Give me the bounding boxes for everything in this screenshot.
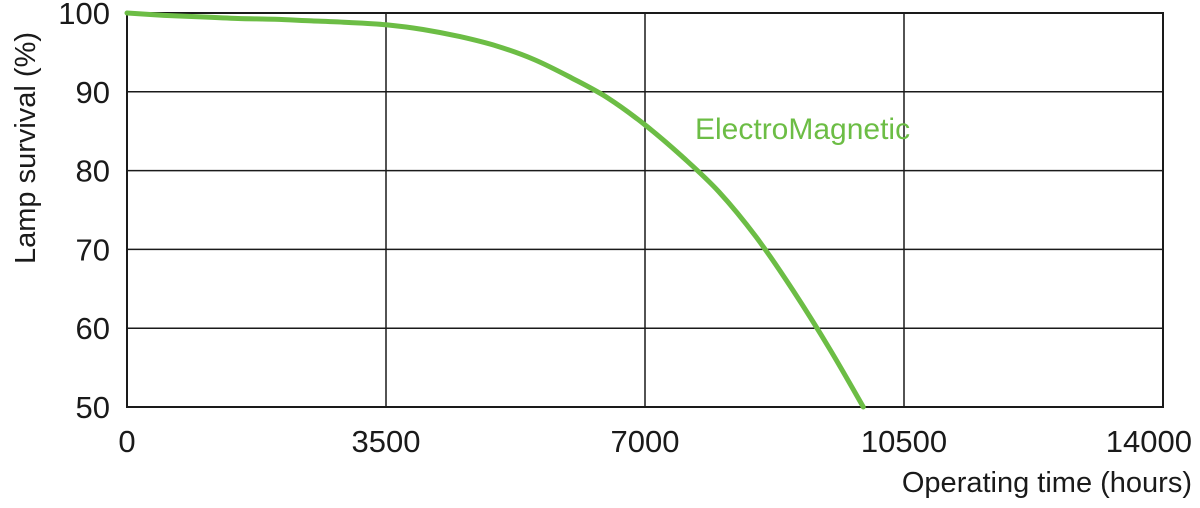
series-line-electromagnetic (124, 10, 866, 410)
y-tick-label: 50 (76, 390, 110, 425)
series-label-electromagnetic: ElectroMagnetic (695, 113, 910, 146)
y-tick-label: 70 (76, 232, 110, 267)
grid-lines (126, 12, 1164, 408)
x-axis-label: Operating time (hours) (902, 467, 1192, 499)
x-tick-label: 7000 (611, 424, 680, 459)
y-tick-labels: 50 60 70 80 90 100 (58, 0, 110, 425)
y-tick-label: 100 (58, 0, 110, 31)
y-tick-label: 80 (76, 154, 110, 189)
y-axis-label: Lamp survival (%) (10, 32, 42, 264)
x-tick-label: 14000 (1106, 424, 1192, 459)
y-tick-label: 60 (76, 311, 110, 346)
plot-frame (126, 12, 1164, 408)
x-tick-label: 10500 (861, 424, 947, 459)
y-tick-label: 90 (76, 75, 110, 110)
x-tick-label: 3500 (352, 424, 421, 459)
x-tick-labels: 0 3500 7000 10500 14000 (118, 424, 1192, 459)
x-tick-label: 0 (118, 424, 135, 459)
